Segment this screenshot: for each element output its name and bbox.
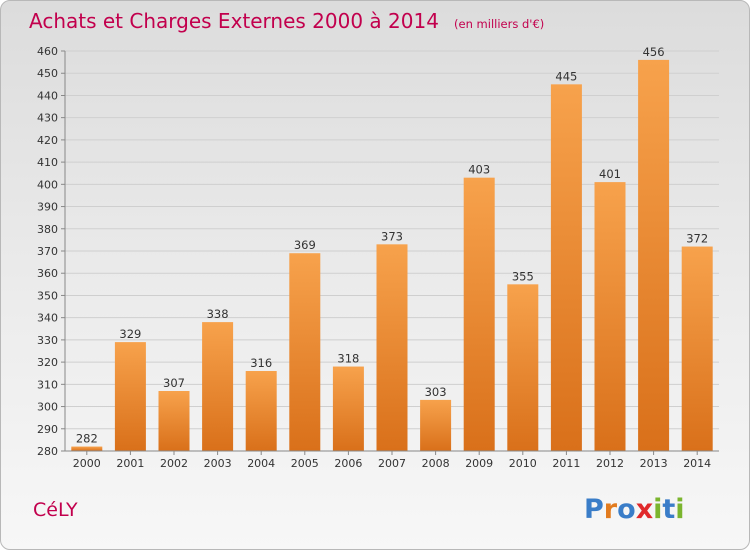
bar — [245, 371, 277, 451]
y-tick-label: 410 — [37, 156, 58, 169]
bar — [376, 244, 408, 451]
chart-title: Achats et Charges Externes 2000 à 2014 (… — [29, 9, 544, 33]
y-tick-label: 280 — [37, 445, 58, 458]
bar — [681, 246, 713, 451]
logo-letter: t — [662, 494, 675, 525]
bar-value-label: 318 — [337, 352, 359, 366]
y-tick-label: 400 — [37, 178, 58, 191]
y-tick-label: 300 — [37, 401, 58, 414]
bar-value-label: 329 — [119, 327, 141, 341]
y-tick-label: 380 — [37, 223, 58, 236]
x-tick-label: 2009 — [465, 457, 493, 470]
bars: 282 329 307 338 316 369 318 373 303 403 355 445 401 4… — [71, 45, 713, 452]
x-tick-label: 2000 — [73, 457, 101, 470]
x-tick-label: 2013 — [640, 457, 668, 470]
bar-value-label: 282 — [76, 432, 98, 446]
y-tick-label: 340 — [37, 312, 58, 325]
x-tick-label: 2014 — [683, 457, 711, 470]
bar-value-label: 403 — [468, 163, 490, 177]
bar-value-label: 445 — [555, 69, 577, 83]
bar-value-label: 307 — [163, 376, 185, 390]
proxiti-logo: Proxiti — [584, 494, 685, 525]
x-tick-label: 2002 — [160, 457, 188, 470]
bar — [114, 342, 146, 451]
bar-value-label: 303 — [425, 385, 447, 399]
y-tick-label: 370 — [37, 245, 58, 258]
y-tick-label: 440 — [37, 89, 58, 102]
x-tick-label: 2008 — [422, 457, 450, 470]
logo-letter: i — [675, 494, 684, 525]
y-tick-label: 350 — [37, 289, 58, 302]
x-tick-label: 2010 — [509, 457, 537, 470]
bar — [638, 59, 670, 452]
y-tick-label: 450 — [37, 67, 58, 80]
bar-value-label: 316 — [250, 356, 272, 370]
x-axis: 2000 2001 2002 2003 2004 2005 2006 2007 2008 2009… — [65, 450, 719, 470]
x-tick-label: 2011 — [552, 457, 580, 470]
bar — [420, 399, 452, 451]
x-tick-label: 2001 — [116, 457, 144, 470]
y-tick-label: 460 — [37, 45, 58, 58]
bar-value-label: 373 — [381, 229, 403, 243]
y-tick-label: 390 — [37, 201, 58, 214]
bar — [594, 182, 626, 451]
x-tick-label: 2003 — [204, 457, 232, 470]
y-tick-label: 290 — [37, 423, 58, 436]
bar — [289, 253, 321, 451]
y-tick-label: 310 — [37, 378, 58, 391]
bar — [332, 366, 364, 451]
bar-value-label: 401 — [599, 167, 621, 181]
bar-value-label: 372 — [686, 232, 708, 246]
x-tick-label: 2004 — [247, 457, 275, 470]
logo-letter: r — [604, 494, 618, 525]
x-tick-label: 2005 — [291, 457, 319, 470]
bar-value-label: 338 — [207, 307, 229, 321]
bar — [463, 177, 495, 451]
bar — [507, 284, 539, 451]
logo-letter: x — [636, 494, 653, 525]
bar-value-label: 355 — [512, 269, 534, 283]
x-tick-label: 2012 — [596, 457, 624, 470]
logo-letter: i — [653, 494, 662, 525]
y-tick-label: 420 — [37, 134, 58, 147]
bar-value-label: 369 — [294, 238, 316, 252]
y-axis: 280 290 300 310 320 330 340 350 360 370 380 390 400 4… — [37, 45, 66, 458]
y-tick-label: 430 — [37, 112, 58, 125]
logo-letter: P — [584, 494, 604, 525]
bar-value-label: 456 — [643, 45, 665, 59]
bar — [71, 446, 103, 451]
y-tick-label: 330 — [37, 334, 58, 347]
bar — [550, 84, 582, 451]
commune-name: CéLY — [33, 499, 78, 521]
logo-letter: o — [617, 494, 636, 525]
y-tick-label: 360 — [37, 267, 58, 280]
y-tick-label: 320 — [37, 356, 58, 369]
x-tick-label: 2006 — [334, 457, 362, 470]
bar — [202, 322, 234, 451]
bar — [158, 391, 190, 451]
x-tick-label: 2007 — [378, 457, 406, 470]
